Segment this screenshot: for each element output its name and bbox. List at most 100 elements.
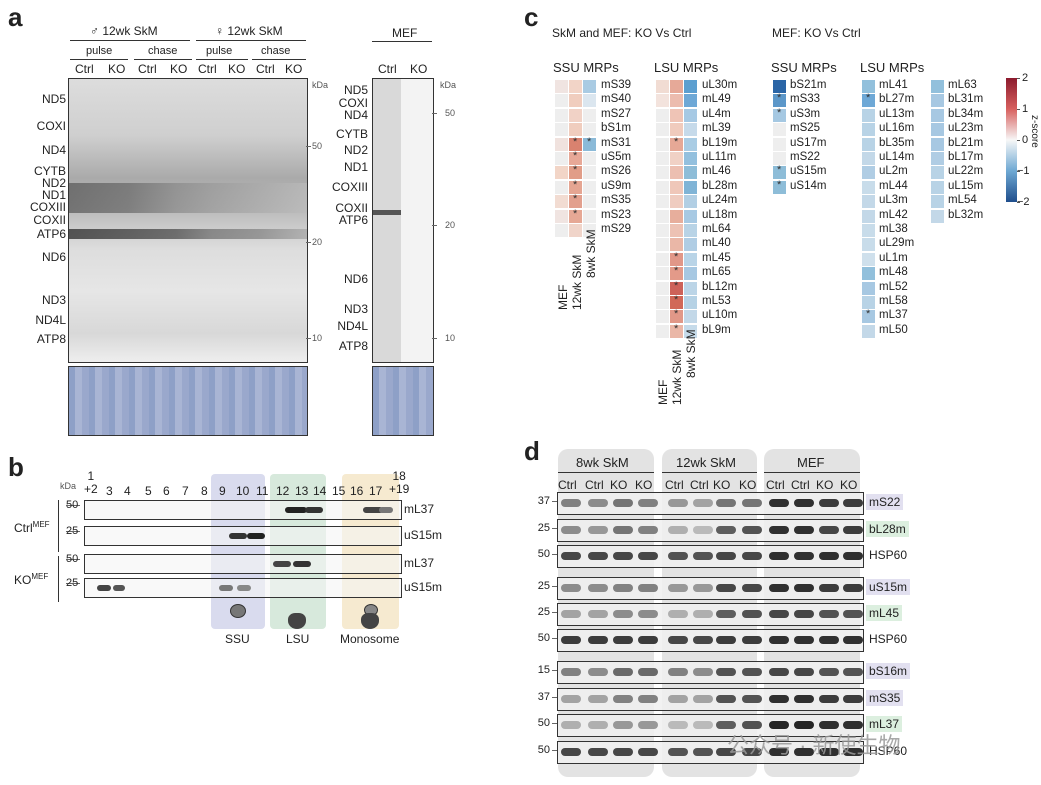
lane-label: Ctrl: [198, 62, 217, 76]
protein-label: uS15m: [404, 580, 443, 594]
significance-star: *: [777, 106, 782, 119]
band: [638, 499, 658, 507]
mrp-label: mS26: [601, 165, 632, 178]
kda-label-mef: kDa: [440, 80, 457, 90]
heatmap-cell: *: [670, 265, 683, 281]
band: [668, 636, 688, 644]
atp6-band: [69, 229, 307, 239]
heatmap-cell: [684, 324, 697, 338]
band: [613, 552, 633, 560]
western-blot-row: [557, 492, 864, 515]
heatmap-cell: [656, 252, 669, 266]
mrp-label: mL39: [702, 122, 731, 135]
band: [693, 499, 713, 507]
heatmap-cell: [684, 267, 697, 281]
heatmap-cell: [656, 152, 669, 165]
band: [613, 668, 633, 676]
significance-star: *: [573, 135, 578, 148]
band: [693, 695, 713, 703]
lane-label: KO: [635, 478, 653, 492]
kda-label-a: kDa: [312, 80, 329, 90]
marker-tick: [552, 750, 557, 751]
heatmap-cell: [583, 152, 596, 165]
band: [693, 584, 713, 592]
mrp-label: mS23: [601, 208, 632, 221]
heatmap-cell: *: [569, 150, 582, 165]
marker-label: 50: [537, 744, 550, 756]
column-label: MEF: [556, 284, 570, 310]
colorbar-tick: [1017, 109, 1020, 110]
heatmap-cell: [931, 80, 944, 93]
mef-band-label: COXIII: [331, 180, 368, 194]
marker-label: 20: [312, 237, 323, 247]
mrp-label: mS33: [790, 93, 821, 106]
band: [561, 610, 581, 618]
lane-label: Ctrl: [256, 62, 275, 76]
band: [716, 526, 736, 534]
band-label: ND2: [41, 176, 66, 190]
band: [769, 721, 789, 729]
coomassie-gel-skm: [68, 366, 308, 436]
gradient-blot-row: [84, 526, 402, 546]
band: [379, 507, 393, 513]
heatmap-cell: [670, 94, 683, 108]
mrp-label: uL1m: [879, 251, 908, 264]
band: [843, 668, 863, 676]
mrp-label: uS5m: [601, 151, 632, 163]
band: [588, 636, 608, 644]
lane-label: KO: [840, 478, 858, 492]
heatmap-cell: [656, 137, 669, 151]
heatmap-cell: [656, 296, 669, 309]
band: [819, 695, 839, 703]
band-label: ATP8: [36, 332, 66, 346]
heatmap-cell: [773, 123, 786, 137]
band: [819, 721, 839, 729]
significance-star: *: [674, 308, 679, 321]
band: [638, 748, 658, 756]
marker-tick: [66, 531, 80, 532]
fraction-label: 3: [106, 484, 113, 498]
pulse-rule-2: [196, 59, 248, 60]
band-label: COXIII: [29, 200, 66, 214]
band: [716, 668, 736, 676]
protein-label: uS15m: [404, 528, 443, 542]
band: [668, 721, 688, 729]
pulse-label-1: pulse: [86, 45, 113, 57]
band: [716, 584, 736, 592]
band: [588, 584, 608, 592]
mrp-label: mL52: [879, 280, 908, 293]
band: [769, 748, 789, 756]
lane-label: Ctrl: [75, 62, 94, 76]
band: [794, 526, 814, 534]
protein-label: bL28m: [866, 521, 909, 537]
fraction-label: 13: [295, 484, 309, 498]
marker-label: 25: [537, 522, 550, 534]
male-rule: [70, 40, 190, 41]
lsu-label: LSU: [286, 632, 310, 646]
marker-label: 25: [537, 580, 550, 592]
column-label: 12wk SkM: [570, 254, 584, 310]
marker-label: 37: [537, 495, 550, 507]
significance-star: *: [573, 164, 578, 177]
mrp-label: mL50: [879, 323, 908, 336]
band: [742, 748, 762, 756]
band: [561, 552, 581, 560]
fraction-label: 12: [276, 484, 290, 498]
marker-label: 20: [445, 220, 456, 230]
band: [638, 636, 658, 644]
heatmap-cell: [583, 209, 596, 223]
band: [716, 610, 736, 618]
band: [561, 748, 581, 756]
mef-rule: [372, 41, 432, 42]
band: [843, 695, 863, 703]
lane-label: Ctrl: [138, 62, 157, 76]
marker-tick: [552, 586, 557, 587]
marker-tick: [306, 338, 311, 339]
significance-star: *: [573, 193, 578, 206]
mrp-label: mL41: [879, 79, 908, 91]
band: [613, 636, 633, 644]
band: [769, 636, 789, 644]
mef-lane-ctrl: Ctrl: [378, 62, 397, 76]
heatmap-cell: *: [569, 164, 582, 180]
band: [561, 668, 581, 676]
